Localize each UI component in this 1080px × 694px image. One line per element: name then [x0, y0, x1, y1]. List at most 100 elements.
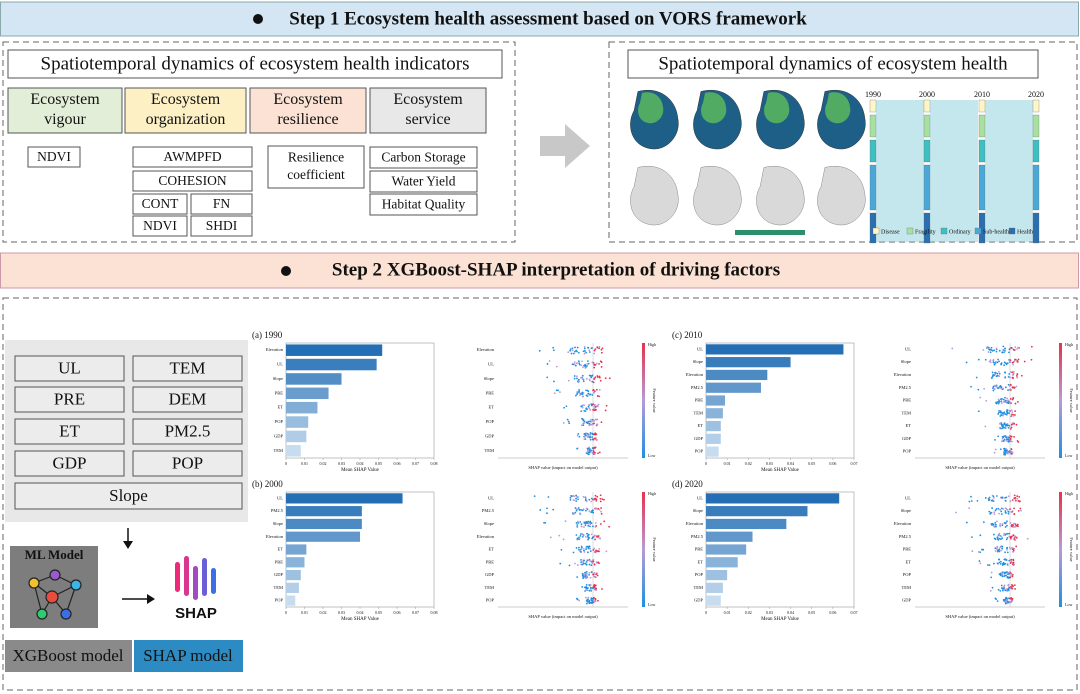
shap-dot: [992, 562, 995, 565]
shap-dot: [592, 549, 595, 551]
shap-dot: [575, 509, 578, 512]
shap-dot: [594, 538, 596, 541]
shap-dot: [1011, 374, 1014, 376]
factor-box: [14, 450, 125, 477]
shap-dot: [1007, 450, 1010, 453]
y-tick-label: UL: [277, 495, 283, 500]
shap-dot: [598, 347, 600, 350]
shap-dot: [1007, 573, 1009, 576]
shap-dot: [585, 570, 588, 573]
shap-dot: [1010, 574, 1013, 577]
y-tick-label: POP: [275, 419, 284, 424]
shap-dot: [1011, 573, 1014, 576]
shap-dot: [1002, 412, 1004, 415]
shap-dot: [995, 495, 998, 497]
shap-dot: [997, 398, 1000, 401]
shap-dot: [592, 438, 595, 441]
bar: [706, 582, 723, 593]
indicators-title: Spatiotemporal dynamics of ecosystem hea…: [41, 53, 470, 74]
x-tick-label: 0.08: [431, 461, 438, 466]
map-north: [701, 92, 727, 124]
shap-dot: [543, 521, 545, 524]
shap-dot: [1011, 386, 1014, 389]
bar: [706, 595, 721, 606]
shap-dot: [571, 349, 574, 352]
health-title-box: [627, 49, 1039, 79]
feature-label: PM2.5: [482, 508, 495, 513]
network-icon: [28, 569, 82, 620]
shap-dot: [574, 364, 577, 367]
shap-dot: [592, 498, 594, 501]
shap-dot: [1001, 437, 1004, 440]
shap-dot: [1019, 507, 1022, 510]
shap-dot: [1003, 438, 1006, 441]
bar: [286, 582, 299, 593]
shap-dot: [575, 494, 578, 497]
shap-dot: [1011, 398, 1014, 401]
shap-dot: [1011, 547, 1014, 550]
shap-dot: [1005, 439, 1008, 442]
shap-dot: [581, 563, 584, 566]
shap-dot: [594, 589, 597, 592]
colorbar: [1059, 492, 1062, 607]
factor-box: [132, 386, 243, 413]
shap-dot: [599, 537, 601, 540]
shap-dot: [588, 374, 591, 377]
shap-dot: [990, 523, 993, 525]
shap-dot: [993, 533, 995, 536]
bar: [286, 493, 403, 504]
legend-label: Fragility: [915, 229, 936, 235]
shap-dot: [1002, 571, 1004, 574]
legend-label: Disease: [881, 229, 900, 235]
shap-dot: [999, 563, 1002, 565]
bar: [286, 569, 301, 581]
shap-dot: [1016, 523, 1019, 526]
shap-dot: [998, 532, 1001, 535]
y-tick-label: PRE: [275, 559, 284, 564]
shap-dot: [588, 420, 591, 423]
shap-dot: [582, 496, 585, 498]
shap-dot: [993, 525, 996, 528]
x-tick-label: 0: [705, 610, 707, 615]
bar: [286, 544, 307, 555]
shap-dot: [604, 409, 607, 412]
shap-dot: [588, 498, 591, 501]
shap-dot: [1007, 589, 1010, 591]
shap-dot: [1014, 346, 1017, 349]
shap-dot: [560, 548, 563, 551]
shap-dot: [590, 533, 593, 536]
shap-dot: [1002, 398, 1005, 401]
legend-swatch: [940, 227, 948, 235]
shap-dot: [583, 432, 586, 435]
y-tick-label: GDP: [694, 436, 703, 441]
shap-dot: [592, 560, 595, 563]
shap-dot: [993, 363, 996, 366]
shap-dot: [570, 495, 572, 497]
shap-dot: [997, 558, 1000, 561]
shap-dot: [567, 379, 570, 382]
shap-dot: [1009, 410, 1011, 412]
change-map: [630, 165, 679, 226]
shap-dot: [588, 407, 591, 410]
shap-dot: [1007, 424, 1009, 427]
shap-dot: [979, 534, 982, 537]
shap-dot: [1008, 424, 1011, 427]
shap-dot: [578, 599, 581, 602]
bar: [706, 433, 721, 444]
shap-dot: [600, 366, 603, 368]
shap-dot: [1012, 370, 1015, 373]
x-tick-label: 0.03: [338, 461, 345, 466]
factor: TEM: [170, 358, 206, 377]
shap-dot: [568, 422, 571, 425]
shap-dot: [1006, 548, 1008, 551]
shap-dot: [1008, 586, 1011, 589]
shap-dot: [586, 435, 589, 438]
shap-dot: [1004, 507, 1007, 509]
shap-dot: [574, 350, 576, 353]
shap-dot: [994, 550, 997, 552]
shap-dot: [1012, 361, 1015, 364]
shap-dot: [999, 589, 1002, 592]
shap-dot: [590, 589, 593, 592]
shap-dot: [1017, 358, 1020, 361]
shap-dot: [604, 377, 607, 379]
